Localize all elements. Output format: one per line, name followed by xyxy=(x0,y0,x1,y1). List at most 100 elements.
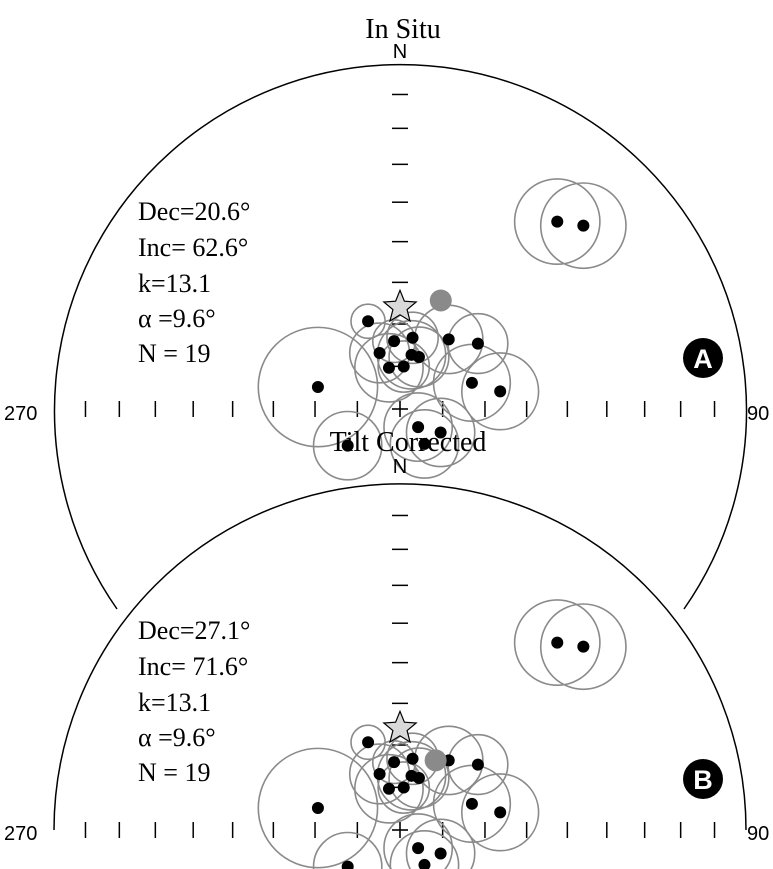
stat-alpha95: α =9.6° xyxy=(138,723,216,752)
site-mean-dot-2 xyxy=(577,219,590,232)
panel-tilt-corrected: Tilt Corrected N 270 90 Dec=27.1° Inc= 7… xyxy=(4,427,769,869)
west-label-270: 270 xyxy=(4,823,37,845)
formation-mean xyxy=(429,289,452,312)
site-mean-dot-13 xyxy=(494,385,507,398)
alpha95-circle-10 xyxy=(388,747,450,809)
statistics-block: Dec=20.6° Inc= 62.6° k=13.1 α =9.6° N = … xyxy=(138,197,250,368)
site-mean-dot-7 xyxy=(471,758,484,771)
site-mean-dots xyxy=(311,636,590,869)
alpha95-circle-12 xyxy=(432,343,512,423)
stat-k: k=13.1 xyxy=(138,269,211,298)
star-shape xyxy=(382,288,418,323)
stat-inc: Inc= 62.6° xyxy=(138,233,248,262)
stat-k: k=13.1 xyxy=(138,688,211,717)
site-mean-dot-14 xyxy=(412,421,425,434)
site-mean-dot-12 xyxy=(465,797,478,810)
panel-letter: A xyxy=(693,344,713,374)
panel-in-situ: In Situ N 270 90 Dec=20.6° Inc= 62.6° k=… xyxy=(4,14,769,610)
alpha95-circle-14 xyxy=(383,813,454,869)
site-mean-dots xyxy=(311,215,590,452)
east-label-90: 90 xyxy=(747,403,769,425)
alpha95-circle-10 xyxy=(388,326,450,388)
center-cross xyxy=(392,401,408,417)
site-mean-dot-1 xyxy=(551,215,564,228)
site-mean-dot-15 xyxy=(434,426,447,439)
site-mean-dot-7 xyxy=(471,337,484,350)
site-mean-dot-9 xyxy=(397,781,410,794)
north-label: N xyxy=(393,456,407,478)
alpha95-circle-1 xyxy=(513,178,601,266)
north-label: N xyxy=(393,41,407,63)
alpha95-circle-1 xyxy=(513,599,601,687)
site-mean-dot-8 xyxy=(382,361,395,374)
alpha95-circle-8 xyxy=(354,332,424,403)
site-mean-dot-17 xyxy=(311,381,324,394)
site-mean-dot-4 xyxy=(388,335,401,348)
site-mean-dot-13 xyxy=(494,806,507,819)
reference-star-icon xyxy=(382,709,418,744)
alpha95-circle-17 xyxy=(257,747,379,869)
primitive-circle-a xyxy=(53,63,748,610)
confidence-circles xyxy=(257,178,627,481)
stat-alpha95: α =9.6° xyxy=(138,304,216,333)
stat-dec: Dec=20.6° xyxy=(138,197,250,226)
site-mean-dot-12 xyxy=(465,376,478,389)
site-mean-dot-16 xyxy=(418,858,431,869)
site-mean-dot-18 xyxy=(341,860,354,869)
site-mean-dot-2 xyxy=(577,640,590,653)
primitive-circle-b xyxy=(53,483,747,831)
alpha95-circle-2 xyxy=(539,182,627,270)
site-mean-dot-19 xyxy=(405,348,418,361)
stat-inc: Inc= 71.6° xyxy=(138,652,248,681)
site-mean-dot-19 xyxy=(405,769,418,782)
alpha95-circle-12 xyxy=(432,764,512,844)
site-mean-dot-1 xyxy=(551,636,564,649)
alpha95-circle-5 xyxy=(386,311,439,365)
alpha95-circle-17 xyxy=(257,326,379,448)
panel-letter: B xyxy=(693,765,713,795)
panel-letter-badge: A xyxy=(683,338,723,378)
alpha95-circle-13 xyxy=(460,773,540,852)
panel-title: Tilt Corrected xyxy=(330,427,487,458)
alpha95-circle-9 xyxy=(377,340,431,393)
site-mean-dot-16 xyxy=(418,437,431,450)
star-shape xyxy=(382,709,418,744)
site-mean-dot-18 xyxy=(341,439,354,452)
site-mean-dot-8 xyxy=(382,782,395,795)
alpha95-circle-16 xyxy=(389,830,460,869)
alpha95-circle-14 xyxy=(383,392,454,463)
alpha95-circle-15 xyxy=(405,397,476,468)
panel-letter-badge: B xyxy=(683,759,723,799)
site-mean-dot-3 xyxy=(362,315,375,328)
alpha95-circle-16 xyxy=(389,409,460,479)
stat-dec: Dec=27.1° xyxy=(138,616,250,645)
stat-n: N = 19 xyxy=(138,758,210,787)
site-mean-dot-11 xyxy=(373,767,386,780)
tick-marks xyxy=(84,514,716,838)
statistics-block: Dec=27.1° Inc= 71.6° k=13.1 α =9.6° N = … xyxy=(138,616,250,787)
site-mean-dot-14 xyxy=(412,842,425,855)
site-mean-dot-4 xyxy=(388,756,401,769)
alpha95-circle-2 xyxy=(539,603,627,691)
alpha95-circle-8 xyxy=(354,753,424,824)
site-mean-dot-5 xyxy=(406,331,419,344)
site-mean-dot-11 xyxy=(373,346,386,359)
site-mean-dot-9 xyxy=(397,360,410,373)
site-mean-dot-5 xyxy=(406,752,419,765)
site-mean-dot-6 xyxy=(442,333,455,346)
confidence-circles xyxy=(257,599,627,869)
alpha95-circle-13 xyxy=(460,352,540,431)
site-mean-dot-15 xyxy=(434,847,447,860)
alpha95-circle-18 xyxy=(312,831,383,869)
center-cross xyxy=(392,822,408,838)
stat-n: N = 19 xyxy=(138,339,210,368)
west-label-270: 270 xyxy=(4,403,37,425)
alpha95-circle-15 xyxy=(405,818,476,869)
tick-marks xyxy=(84,93,716,417)
alpha95-circle-18 xyxy=(312,410,383,481)
panel-title: In Situ xyxy=(365,14,440,45)
east-label-90: 90 xyxy=(747,823,769,845)
site-mean-dot-17 xyxy=(311,802,324,815)
site-mean-dot-3 xyxy=(362,736,375,749)
